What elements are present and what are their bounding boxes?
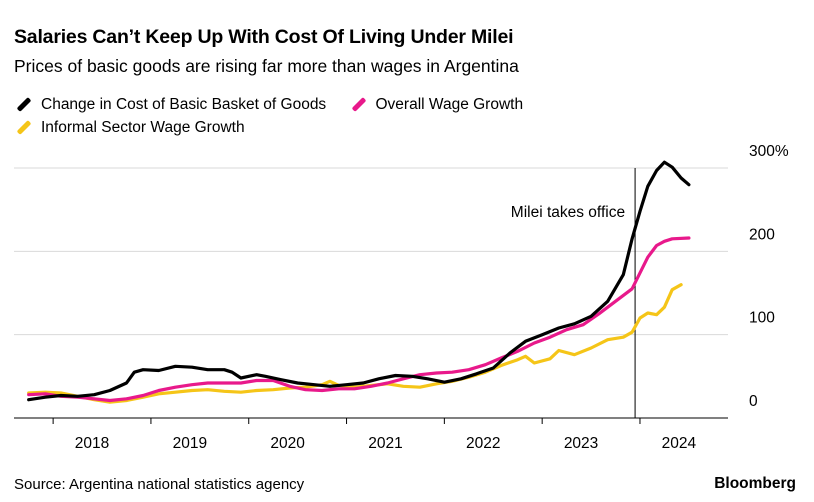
y-tick-label: 100: [749, 310, 775, 327]
x-tick-label: 2022: [466, 435, 500, 452]
x-tick-label: 2018: [75, 435, 109, 452]
x-tick-label: 2019: [173, 435, 207, 452]
legend-label-basic-basket: Change in Cost of Basic Basket of Goods: [41, 95, 327, 113]
gridlines: [14, 167, 728, 336]
chart-title: Salaries Can’t Keep Up With Cost Of Livi…: [14, 26, 514, 48]
legend-item-informal-wage: Informal Sector Wage Growth: [14, 116, 245, 139]
legend-item-overall-wage: Overall Wage Growth: [349, 93, 524, 116]
bloomberg-logo: Bloomberg: [714, 475, 796, 492]
legend-label-overall-wage: Overall Wage Growth: [375, 95, 524, 113]
legend-item-basic-basket: Change in Cost of Basic Basket of Goods: [14, 93, 326, 116]
series-line-overall-wage: [27, 236, 691, 403]
x-tick-label: 2020: [270, 435, 305, 452]
series-lines: [27, 160, 691, 404]
series-line-basic-basket: [27, 160, 691, 402]
y-tick-label: 300%: [749, 143, 789, 160]
x-tick-label: 2021: [368, 435, 402, 452]
legend-label-informal-wage: Informal Sector Wage Growth: [41, 118, 245, 136]
milei-annotation-label: Milei takes office: [511, 204, 625, 221]
chart-subtitle: Prices of basic goods are rising far mor…: [14, 56, 519, 76]
x-axis-ticks: 2018 2019 2020 2021 2022 2023 2024: [52, 418, 697, 452]
x-tick-label: 2023: [564, 435, 598, 452]
y-tick-label: 0: [749, 393, 758, 410]
source-note: Source: Argentina national statistics ag…: [14, 476, 305, 493]
y-axis-tick-labels: 0 100 200 300%: [749, 143, 789, 410]
legend: Change in Cost of Basic Basket of Goods …: [14, 93, 654, 139]
y-tick-label: 200: [749, 226, 775, 243]
x-tick-label: 2024: [662, 435, 697, 452]
